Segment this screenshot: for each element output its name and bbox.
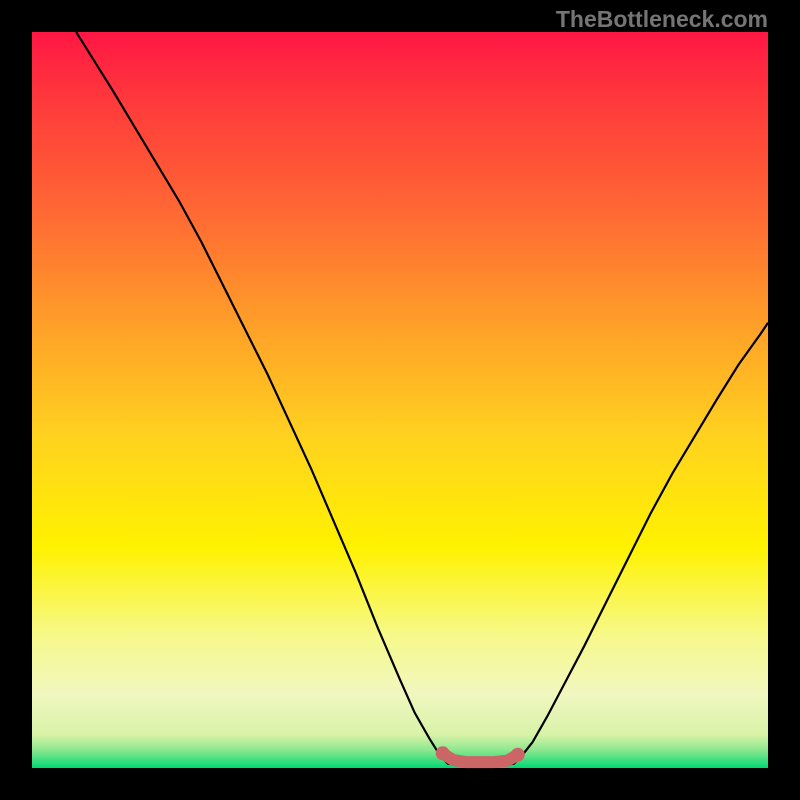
plot-background	[32, 32, 768, 768]
highlight-dot-right	[511, 748, 525, 762]
chart-frame: TheBottleneck.com	[0, 0, 800, 800]
highlight-dot-left	[436, 746, 450, 760]
watermark-text: TheBottleneck.com	[556, 6, 768, 33]
chart-svg	[0, 0, 800, 800]
